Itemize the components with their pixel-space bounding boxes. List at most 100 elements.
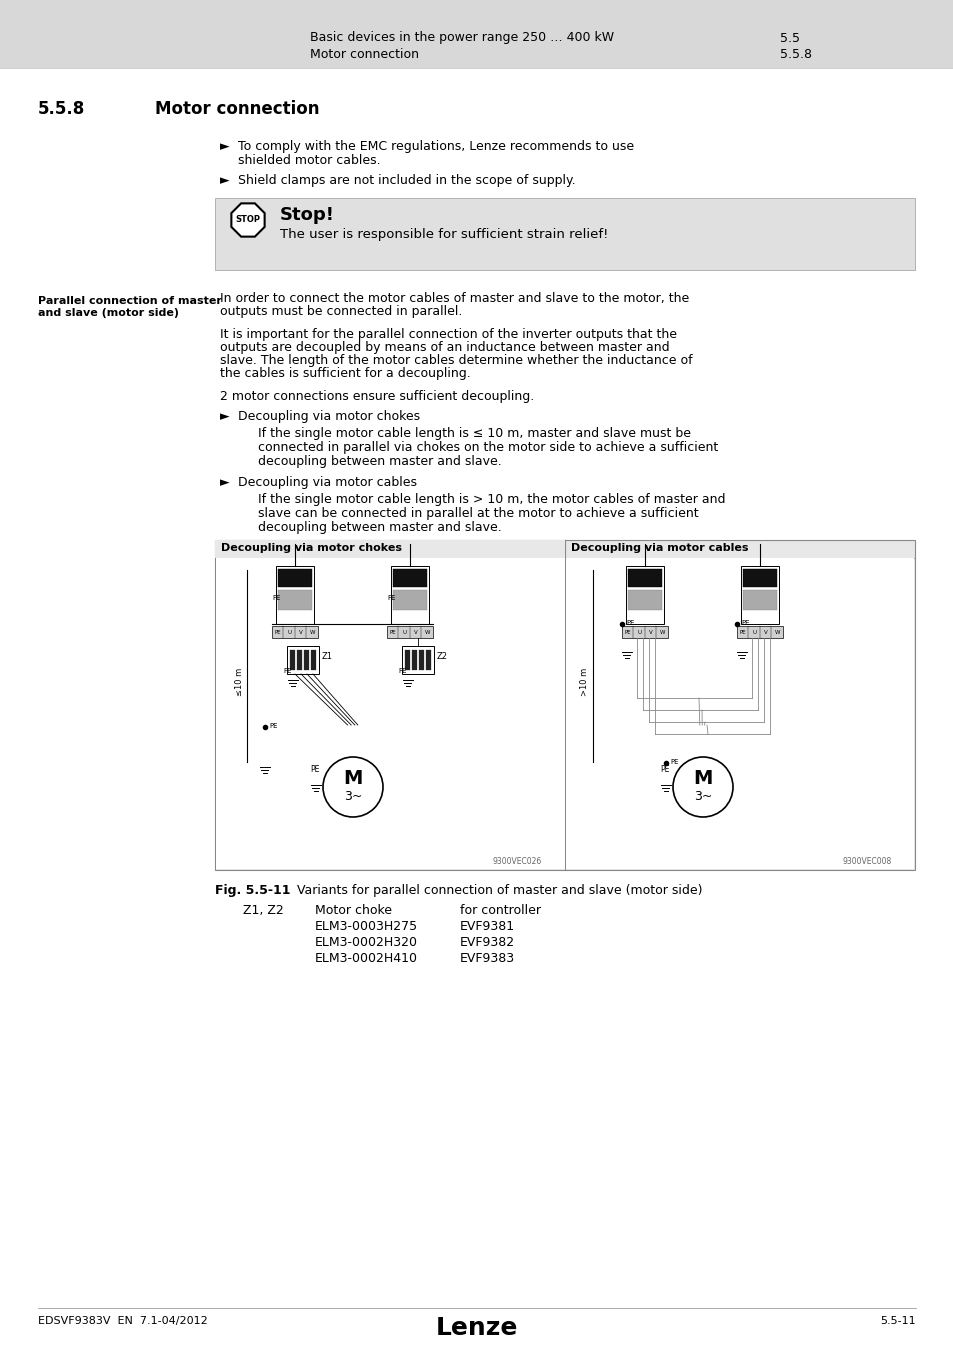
- Text: decoupling between master and slave.: decoupling between master and slave.: [257, 455, 501, 468]
- FancyBboxPatch shape: [625, 566, 663, 624]
- Text: PE: PE: [625, 620, 634, 626]
- FancyBboxPatch shape: [565, 558, 913, 869]
- Text: decoupling between master and slave.: decoupling between master and slave.: [257, 521, 501, 535]
- FancyBboxPatch shape: [627, 590, 661, 610]
- Text: PE: PE: [740, 620, 749, 626]
- Polygon shape: [232, 204, 264, 236]
- FancyBboxPatch shape: [214, 540, 914, 869]
- FancyBboxPatch shape: [290, 649, 294, 670]
- Text: Stop!: Stop!: [280, 207, 335, 224]
- Text: shielded motor cables.: shielded motor cables.: [237, 154, 380, 167]
- FancyBboxPatch shape: [311, 649, 315, 670]
- Text: V: V: [414, 629, 417, 634]
- Text: Motor choke: Motor choke: [314, 904, 392, 917]
- Text: PE: PE: [624, 629, 630, 634]
- Text: PE: PE: [269, 724, 277, 729]
- Text: Motor connection: Motor connection: [154, 100, 319, 117]
- FancyBboxPatch shape: [215, 558, 564, 869]
- FancyBboxPatch shape: [742, 568, 776, 587]
- Text: and slave (motor side): and slave (motor side): [38, 308, 179, 319]
- Text: U: U: [752, 629, 756, 634]
- Text: If the single motor cable length is ≤ 10 m, master and slave must be: If the single motor cable length is ≤ 10…: [257, 427, 690, 440]
- FancyBboxPatch shape: [418, 649, 423, 670]
- Text: STOP: STOP: [235, 216, 260, 224]
- Text: PE: PE: [272, 595, 280, 601]
- Text: Z2: Z2: [436, 652, 448, 662]
- Text: If the single motor cable length is > 10 m, the motor cables of master and: If the single motor cable length is > 10…: [257, 493, 724, 506]
- FancyBboxPatch shape: [621, 626, 667, 639]
- Text: slave. The length of the motor cables determine whether the inductance of: slave. The length of the motor cables de…: [220, 354, 692, 367]
- Text: Decoupling via motor chokes: Decoupling via motor chokes: [221, 543, 401, 554]
- Text: ►: ►: [220, 477, 230, 489]
- FancyBboxPatch shape: [393, 568, 427, 587]
- Text: V: V: [648, 629, 652, 634]
- Text: outputs must be connected in parallel.: outputs must be connected in parallel.: [220, 305, 462, 319]
- FancyBboxPatch shape: [737, 626, 782, 639]
- Text: Basic devices in the power range 250 … 400 kW: Basic devices in the power range 250 … 4…: [310, 31, 614, 45]
- Text: PE: PE: [310, 764, 319, 774]
- Text: V: V: [763, 629, 767, 634]
- FancyBboxPatch shape: [277, 568, 312, 587]
- FancyBboxPatch shape: [742, 590, 776, 610]
- FancyBboxPatch shape: [627, 568, 661, 587]
- Text: Variants for parallel connection of master and slave (motor side): Variants for parallel connection of mast…: [296, 884, 701, 896]
- Text: ELM3-0002H410: ELM3-0002H410: [314, 952, 417, 965]
- FancyBboxPatch shape: [405, 649, 410, 670]
- Text: 3~: 3~: [693, 790, 712, 802]
- Circle shape: [672, 757, 732, 817]
- Text: ELM3-0003H275: ELM3-0003H275: [314, 919, 417, 933]
- FancyBboxPatch shape: [214, 198, 914, 270]
- Text: Fig. 5.5-11: Fig. 5.5-11: [214, 884, 291, 896]
- FancyBboxPatch shape: [287, 647, 318, 674]
- Text: 5.5: 5.5: [780, 31, 800, 45]
- Text: W: W: [659, 629, 664, 634]
- Text: Lenze: Lenze: [436, 1316, 517, 1341]
- Text: W: W: [424, 629, 430, 634]
- Text: ELM3-0002H320: ELM3-0002H320: [314, 936, 417, 949]
- Text: The user is responsible for sufficient strain relief!: The user is responsible for sufficient s…: [280, 228, 608, 242]
- Text: EVF9383: EVF9383: [459, 952, 515, 965]
- Text: PE: PE: [389, 629, 395, 634]
- Text: 2 motor connections ensure sufficient decoupling.: 2 motor connections ensure sufficient de…: [220, 390, 534, 404]
- Text: connected in parallel via chokes on the motor side to achieve a sufficient: connected in parallel via chokes on the …: [257, 441, 718, 454]
- Text: 5.5.8: 5.5.8: [38, 100, 85, 117]
- Text: ►: ►: [220, 174, 230, 188]
- Text: Motor connection: Motor connection: [310, 47, 418, 61]
- Text: Decoupling via motor cables: Decoupling via motor cables: [571, 543, 748, 554]
- Text: for controller: for controller: [459, 904, 540, 917]
- Text: ≤10 m: ≤10 m: [235, 668, 244, 697]
- Text: PE: PE: [274, 629, 281, 634]
- Text: U: U: [637, 629, 640, 634]
- FancyBboxPatch shape: [740, 566, 779, 624]
- Text: Z1, Z2: Z1, Z2: [243, 904, 283, 917]
- Text: To comply with the EMC regulations, Lenze recommends to use: To comply with the EMC regulations, Lenz…: [237, 140, 634, 153]
- Text: Decoupling via motor cables: Decoupling via motor cables: [237, 477, 416, 489]
- Text: >10 m: >10 m: [579, 668, 589, 697]
- FancyBboxPatch shape: [296, 649, 302, 670]
- Text: PE: PE: [739, 629, 745, 634]
- FancyBboxPatch shape: [272, 626, 317, 639]
- Text: ►: ►: [220, 410, 230, 423]
- Text: M: M: [343, 769, 362, 788]
- Text: 9300VEC008: 9300VEC008: [842, 857, 891, 865]
- Text: 5.5.8: 5.5.8: [780, 47, 811, 61]
- Text: the cables is sufficient for a decoupling.: the cables is sufficient for a decouplin…: [220, 367, 470, 379]
- Text: outputs are decoupled by means of an inductance between master and: outputs are decoupled by means of an ind…: [220, 342, 669, 354]
- FancyBboxPatch shape: [277, 590, 312, 610]
- Text: EVF9382: EVF9382: [459, 936, 515, 949]
- Text: M: M: [693, 769, 712, 788]
- Text: It is important for the parallel connection of the inverter outputs that the: It is important for the parallel connect…: [220, 328, 677, 342]
- Circle shape: [323, 757, 382, 817]
- Text: 5.5-11: 5.5-11: [880, 1316, 915, 1326]
- Text: slave can be connected in parallel at the motor to achieve a sufficient: slave can be connected in parallel at th…: [257, 508, 698, 520]
- FancyBboxPatch shape: [426, 649, 431, 670]
- Text: PE: PE: [659, 764, 669, 774]
- Text: Shield clamps are not included in the scope of supply.: Shield clamps are not included in the sc…: [237, 174, 575, 188]
- Text: 9300VEC026: 9300VEC026: [493, 857, 541, 865]
- FancyBboxPatch shape: [401, 647, 434, 674]
- Text: In order to connect the motor cables of master and slave to the motor, the: In order to connect the motor cables of …: [220, 292, 688, 305]
- FancyBboxPatch shape: [387, 626, 433, 639]
- Text: PE: PE: [397, 668, 406, 674]
- FancyBboxPatch shape: [391, 566, 429, 624]
- FancyBboxPatch shape: [393, 590, 427, 610]
